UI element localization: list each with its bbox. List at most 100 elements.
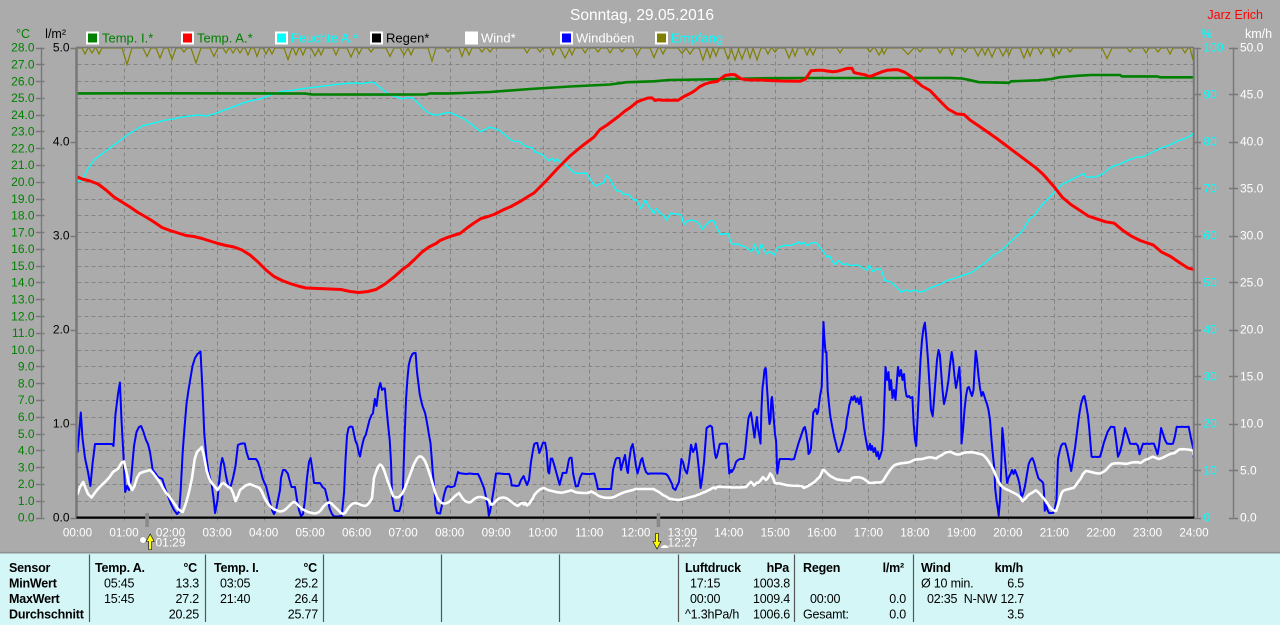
svg-text:08:00: 08:00 [435, 527, 465, 540]
svg-text:10.0: 10.0 [11, 343, 35, 357]
svg-text:15.0: 15.0 [11, 259, 35, 273]
svg-text:02:00: 02:00 [156, 527, 186, 540]
svg-text:9.0: 9.0 [18, 360, 35, 374]
svg-text:50.0: 50.0 [1240, 41, 1264, 55]
svg-text:0.0: 0.0 [1240, 511, 1257, 525]
svg-text:Wind*: Wind* [481, 31, 516, 46]
svg-text:Temp. I.*: Temp. I.* [102, 31, 153, 46]
svg-text:Sonntag, 29.05.2016: Sonntag, 29.05.2016 [570, 7, 714, 24]
svg-text:17.0: 17.0 [11, 225, 35, 239]
svg-text:5.0: 5.0 [53, 41, 70, 55]
svg-text:hPa: hPa [767, 561, 791, 575]
svg-text:40: 40 [1204, 323, 1218, 337]
svg-text:15.0: 15.0 [1240, 370, 1264, 384]
svg-text:Jarz Erich: Jarz Erich [1207, 8, 1263, 22]
svg-text:24:00: 24:00 [1179, 527, 1209, 540]
svg-text:09:00: 09:00 [482, 527, 512, 540]
svg-text:30.0: 30.0 [1240, 229, 1264, 243]
svg-text:80: 80 [1204, 135, 1218, 149]
svg-text:17:00: 17:00 [854, 527, 884, 540]
svg-text:6.5: 6.5 [1007, 577, 1024, 591]
svg-text:27.2: 27.2 [175, 592, 199, 606]
svg-text:7.0: 7.0 [18, 393, 35, 407]
svg-text:Wind: Wind [921, 561, 951, 575]
svg-text:20.25: 20.25 [169, 608, 200, 622]
svg-text:Gesamt:: Gesamt: [803, 608, 849, 622]
svg-text:11.0: 11.0 [12, 326, 35, 340]
svg-text:5.0: 5.0 [18, 427, 35, 441]
svg-text:25.2: 25.2 [294, 577, 318, 591]
svg-text:18.0: 18.0 [11, 209, 35, 223]
svg-text:02:35: 02:35 [927, 592, 958, 606]
svg-text:°C: °C [183, 561, 197, 575]
svg-text:10:00: 10:00 [528, 527, 558, 540]
svg-text:22.0: 22.0 [11, 141, 35, 155]
svg-text:28.0: 28.0 [11, 41, 35, 55]
svg-text:35.0: 35.0 [1240, 182, 1264, 196]
svg-text:5.0: 5.0 [1240, 464, 1257, 478]
svg-text:km/h: km/h [1245, 27, 1272, 41]
svg-text:0.0: 0.0 [889, 608, 906, 622]
svg-text:km/h: km/h [995, 561, 1023, 575]
svg-text:Temp. A.*: Temp. A.* [197, 31, 253, 46]
svg-text:4.0: 4.0 [18, 444, 35, 458]
svg-text:03:00: 03:00 [202, 527, 232, 540]
svg-text:N-NW: N-NW [964, 592, 998, 606]
svg-text:0.0: 0.0 [53, 511, 70, 525]
svg-text:20:00: 20:00 [993, 527, 1023, 540]
svg-text:3.0: 3.0 [53, 229, 70, 243]
svg-text:24.0: 24.0 [11, 108, 35, 122]
svg-text:1006.6: 1006.6 [753, 608, 790, 622]
svg-text:10: 10 [1204, 464, 1218, 478]
svg-text:10.0: 10.0 [1240, 417, 1264, 431]
svg-text:26.0: 26.0 [11, 74, 35, 88]
svg-text:1003.8: 1003.8 [753, 577, 790, 591]
svg-text:Ø 10 min.: Ø 10 min. [921, 577, 973, 591]
svg-text:12:00: 12:00 [621, 527, 651, 540]
svg-text:l/m²: l/m² [45, 27, 66, 41]
svg-text:4.0: 4.0 [53, 135, 70, 149]
svg-text:MinWert: MinWert [9, 577, 58, 591]
svg-text:25.77: 25.77 [288, 608, 319, 622]
svg-text:00:00: 00:00 [810, 592, 841, 606]
svg-text:01:00: 01:00 [109, 527, 139, 540]
svg-text:l/m²: l/m² [883, 561, 904, 575]
svg-text:13:00: 13:00 [668, 527, 698, 540]
svg-text:°C: °C [303, 561, 317, 575]
svg-text:20: 20 [1204, 417, 1218, 431]
svg-text:Temp. I.: Temp. I. [214, 561, 259, 575]
svg-text:Temp. A.: Temp. A. [95, 561, 145, 575]
svg-text:90: 90 [1204, 88, 1218, 102]
svg-text:04:00: 04:00 [249, 527, 279, 540]
svg-text:00:00: 00:00 [63, 527, 93, 540]
svg-text:27.0: 27.0 [11, 58, 35, 72]
svg-text:13.3: 13.3 [175, 577, 199, 591]
svg-text:19:00: 19:00 [947, 527, 977, 540]
svg-text:Windböen: Windböen [576, 31, 635, 46]
svg-text:Durchschnitt: Durchschnitt [9, 608, 85, 622]
svg-text:18:00: 18:00 [900, 527, 930, 540]
svg-text:0.0: 0.0 [18, 511, 35, 525]
svg-text:Regen: Regen [803, 561, 840, 575]
svg-text:23.0: 23.0 [11, 125, 35, 139]
svg-text:14.0: 14.0 [11, 276, 35, 290]
svg-text:Empfang: Empfang [671, 31, 723, 46]
svg-text:13.0: 13.0 [11, 293, 35, 307]
svg-text:12:27: 12:27 [668, 536, 698, 550]
svg-text:20.0: 20.0 [11, 175, 35, 189]
svg-text:23:00: 23:00 [1133, 527, 1163, 540]
svg-text:0: 0 [1204, 511, 1211, 525]
svg-text:17:15: 17:15 [690, 577, 721, 591]
svg-text:°C: °C [16, 27, 30, 41]
svg-text:21.0: 21.0 [11, 158, 35, 172]
svg-text:MaxWert: MaxWert [9, 592, 61, 606]
svg-text:22:00: 22:00 [1086, 527, 1116, 540]
svg-text:16:00: 16:00 [807, 527, 837, 540]
svg-text:100: 100 [1204, 41, 1224, 55]
svg-text:Feuchte A.*: Feuchte A.* [291, 31, 358, 46]
svg-text:40.0: 40.0 [1240, 135, 1264, 149]
svg-text:25.0: 25.0 [11, 91, 35, 105]
svg-text:1009.4: 1009.4 [753, 592, 790, 606]
svg-text:12.0: 12.0 [11, 309, 35, 323]
svg-text:01:29: 01:29 [156, 536, 186, 550]
